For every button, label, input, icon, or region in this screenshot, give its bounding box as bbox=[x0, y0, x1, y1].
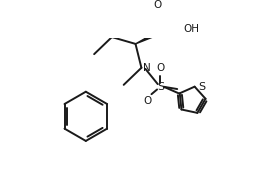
Text: O: O bbox=[156, 63, 165, 73]
Text: O: O bbox=[154, 0, 162, 10]
Text: OH: OH bbox=[184, 24, 199, 34]
Text: N: N bbox=[143, 63, 151, 73]
Polygon shape bbox=[136, 30, 162, 44]
Text: S: S bbox=[199, 82, 206, 92]
Text: S: S bbox=[157, 82, 164, 92]
Text: O: O bbox=[143, 96, 151, 106]
